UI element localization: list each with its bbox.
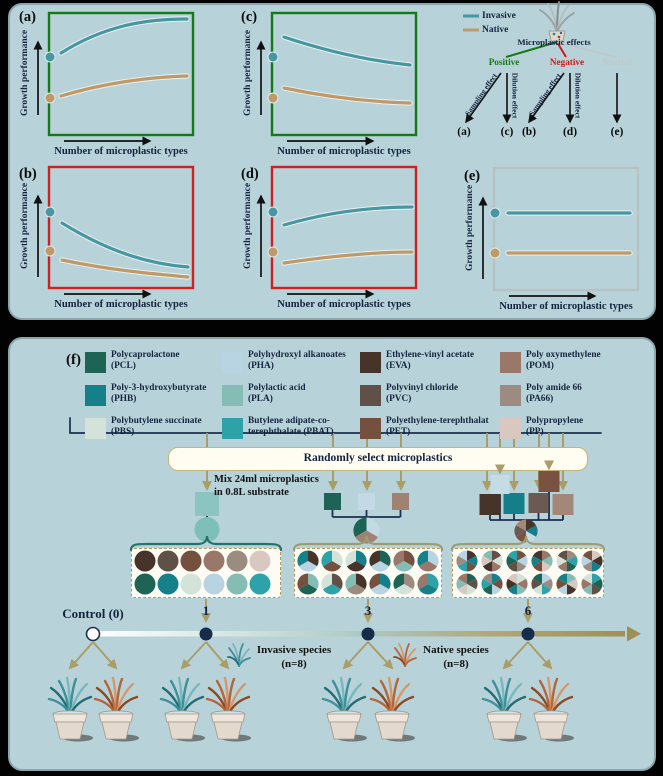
plastic-name-9: Poly oxymethylene [526, 350, 601, 360]
chart-e-xlabel: Number of microplastic types [499, 301, 633, 312]
mixture-box-1-type [131, 548, 281, 598]
randomly-select-box: Randomly select microplastics [168, 447, 588, 471]
chart-c-xlabel: Number of microplastic types [277, 146, 411, 157]
plastic-abbr-7: (PVC) [386, 394, 412, 404]
plastic-name-8: Polyethylene-terephthalat [386, 416, 489, 426]
plastic-swatch-3 [222, 352, 243, 373]
tree-target-a: (a) [457, 126, 471, 138]
plastic-name-6: Ethylene-vinyl acetate [386, 350, 475, 360]
plastic-name-3: Polyhydroxyl alkanoates [248, 350, 346, 360]
legend-invasive-label: Invasive [482, 11, 516, 21]
native-species-count: (n=8) [443, 658, 469, 670]
plastic-name-7: Polyvinyl chloride [386, 383, 459, 393]
plastic-swatch-10 [500, 385, 521, 406]
plastic-abbr-11: (PP) [526, 427, 544, 437]
tree-root-label: Microplastic effects [517, 37, 591, 47]
plastic-swatch-8 [360, 418, 381, 439]
chart-c-ylabel: Growth performance [243, 29, 253, 117]
timeline-control-label: Control (0) [62, 606, 124, 621]
chart-a-letter: (a) [19, 9, 36, 25]
timeline-tick-2: 6 [524, 603, 532, 618]
plastic-swatch-4 [222, 385, 243, 406]
plastic-name-10: Poly amide 66 [526, 383, 582, 393]
plastic-swatch-6 [360, 352, 381, 373]
tree-target-c: (c) [500, 126, 514, 138]
mixture-box-3-types [294, 548, 442, 598]
plastic-swatch-2 [85, 418, 106, 439]
invasive-species-count: (n=8) [281, 658, 307, 670]
tree-branch-negative: Negative [549, 57, 585, 67]
panel-f-letter: (f) [66, 352, 81, 368]
tree-branch-neutral: Neutral [601, 57, 633, 67]
chart-d-ylabel: Growth performance [243, 182, 253, 270]
plastic-abbr-3: (PHA) [248, 361, 274, 371]
mix-note-line1: Mix 24ml microplastics [214, 474, 319, 485]
chart-b-xlabel: Number of microplastic types [54, 299, 188, 310]
tree-edge-dilution-d: Dilution effect [573, 72, 583, 119]
chart-b-letter: (b) [19, 166, 37, 182]
plastic-abbr-9: (POM) [526, 361, 554, 371]
native-species-label: Native species [423, 644, 489, 656]
tree-target-e: (e) [610, 126, 624, 138]
plastic-name-0: Polycaprolactone [111, 350, 180, 360]
plastic-swatch-1 [85, 385, 106, 406]
chart-c-letter: (c) [241, 9, 258, 25]
plastic-abbr-2: (PBS) [111, 427, 135, 437]
panel-top-schematics [8, 3, 656, 320]
plastic-swatch-7 [360, 385, 381, 406]
plastic-abbr-0: (PCL) [111, 361, 136, 371]
plastic-name-1: Poly-3-hydroxybutyrate [111, 383, 207, 393]
plastic-swatch-0 [85, 352, 106, 373]
chart-d-letter: (d) [241, 166, 259, 182]
plastic-name-4: Polylactic acid [248, 383, 306, 393]
timeline-tick-0: 1 [202, 603, 210, 618]
tree-target-b: (b) [521, 126, 537, 138]
plastic-abbr-5: terephthalate (PBAT) [248, 427, 334, 437]
chart-a-xlabel: Number of microplastic types [54, 146, 188, 157]
plastic-name-5: Butylene adipate-co- [248, 416, 330, 426]
plastic-abbr-8: (PET) [386, 427, 411, 437]
plastic-swatch-11 [500, 418, 521, 439]
legend-native-label: Native [482, 25, 509, 35]
plastic-abbr-4: (PLA) [248, 394, 273, 404]
plastic-swatch-9 [500, 352, 521, 373]
chart-e-letter: (e) [464, 168, 481, 184]
timeline-tick-1: 3 [364, 603, 372, 618]
tree-target-d: (d) [562, 126, 578, 138]
invasive-species-label: Invasive species [256, 644, 332, 656]
chart-d-xlabel: Number of microplastic types [277, 299, 411, 310]
chart-e-ylabel: Growth performance [465, 184, 475, 272]
mixture-box-6-types [452, 548, 604, 598]
plastic-abbr-10: (PA66) [526, 394, 554, 404]
chart-a-ylabel: Growth performance [20, 29, 30, 117]
chart-b-ylabel: Growth performance [20, 182, 30, 270]
plastic-name-2: Polybutylene succinate [111, 416, 202, 426]
plastic-name-11: Polypropylene [526, 416, 584, 426]
plastic-abbr-6: (EVA) [386, 361, 411, 371]
plastic-swatch-5 [222, 418, 243, 439]
plastic-abbr-1: (PHB) [111, 394, 137, 404]
mix-note-line2: in 0.8L substrate [214, 487, 289, 498]
tree-branch-positive: Positive [488, 57, 520, 67]
tree-edge-dilution-c: Dilution effect [510, 72, 520, 119]
